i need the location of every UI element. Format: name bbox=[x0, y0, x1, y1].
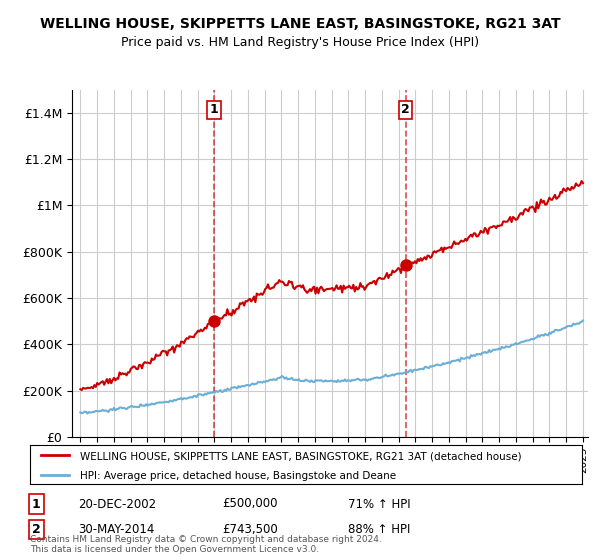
Text: 1: 1 bbox=[32, 497, 40, 511]
Text: 30-MAY-2014: 30-MAY-2014 bbox=[78, 522, 154, 536]
Text: £500,000: £500,000 bbox=[222, 497, 277, 511]
Text: WELLING HOUSE, SKIPPETTS LANE EAST, BASINGSTOKE, RG21 3AT (detached house): WELLING HOUSE, SKIPPETTS LANE EAST, BASI… bbox=[80, 451, 521, 461]
Text: HPI: Average price, detached house, Basingstoke and Deane: HPI: Average price, detached house, Basi… bbox=[80, 471, 396, 481]
Text: Price paid vs. HM Land Registry's House Price Index (HPI): Price paid vs. HM Land Registry's House … bbox=[121, 36, 479, 49]
Text: 2: 2 bbox=[32, 522, 40, 536]
Text: 1: 1 bbox=[209, 104, 218, 116]
Text: 71% ↑ HPI: 71% ↑ HPI bbox=[348, 497, 410, 511]
Text: WELLING HOUSE, SKIPPETTS LANE EAST, BASINGSTOKE, RG21 3AT: WELLING HOUSE, SKIPPETTS LANE EAST, BASI… bbox=[40, 17, 560, 31]
Text: 2: 2 bbox=[401, 104, 410, 116]
Text: 20-DEC-2002: 20-DEC-2002 bbox=[78, 497, 156, 511]
Text: Contains HM Land Registry data © Crown copyright and database right 2024.
This d: Contains HM Land Registry data © Crown c… bbox=[30, 535, 382, 554]
Text: 88% ↑ HPI: 88% ↑ HPI bbox=[348, 522, 410, 536]
Text: £743,500: £743,500 bbox=[222, 522, 278, 536]
